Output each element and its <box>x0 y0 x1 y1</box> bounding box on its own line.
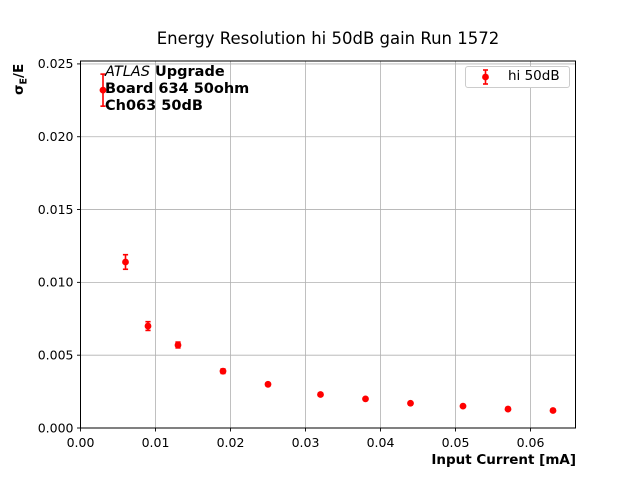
y-axis-label-rest: /E <box>11 63 27 78</box>
data-point <box>219 367 227 375</box>
errorbar-marker-icon <box>482 69 489 85</box>
x-tick-label: 0.02 <box>217 435 245 450</box>
annotation-line-3: Ch063 50dB <box>105 97 203 114</box>
legend-label: hi 50dB <box>508 68 560 85</box>
x-tick-label: 0.03 <box>292 435 320 450</box>
annotation-upgrade-word: Upgrade <box>149 64 225 80</box>
x-tick-label: 0.06 <box>517 435 545 450</box>
x-axis-label: Input Current [mA] <box>431 452 576 468</box>
x-tick-label: 0.04 <box>367 435 395 450</box>
grid <box>80 61 576 429</box>
atlas-annotation: ATLAS Upgrade Board 634 50ohm Ch063 50dB <box>105 64 249 114</box>
data-point <box>174 341 182 349</box>
annotation-line-2: Board 634 50ohm <box>105 80 250 97</box>
y-tick-label: 0.005 <box>38 347 74 362</box>
chart-title: Energy Resolution hi 50dB gain Run 1572 <box>156 29 500 48</box>
data-point <box>317 391 324 398</box>
x-tick-label: 0.00 <box>67 435 95 450</box>
x-tick-label: 0.05 <box>442 435 470 450</box>
annotation-atlas-word: ATLAS <box>105 64 150 80</box>
annotation-line-1: ATLAS Upgrade <box>105 64 249 81</box>
y-tick-label: 0.000 <box>38 420 74 435</box>
y-axis-label-subscript: E <box>18 77 30 85</box>
data-point <box>407 399 414 407</box>
axes-frame <box>80 60 576 429</box>
data-point <box>549 407 557 414</box>
y-tick-label: 0.025 <box>38 56 74 71</box>
data-series <box>99 73 557 414</box>
y-axis-label-sigma: σ <box>11 84 27 95</box>
legend: hi 50dB <box>465 66 570 88</box>
x-tick-label: 0.01 <box>142 435 170 450</box>
data-point <box>459 402 467 410</box>
legend-point <box>482 73 489 81</box>
data-point <box>144 322 152 330</box>
y-axis-label: σE/E <box>11 63 32 95</box>
data-point <box>362 395 369 403</box>
data-point <box>122 258 129 266</box>
y-tick-label: 0.010 <box>38 275 74 290</box>
data-point <box>99 86 107 94</box>
y-tick-label: 0.015 <box>38 202 74 217</box>
axis-ticks: 0.00 0.01 0.02 0.03 0.04 0.05 0.06 0.000 0.005 0.… <box>38 56 545 450</box>
data-point <box>264 380 272 388</box>
data-point <box>504 405 512 413</box>
y-tick-label: 0.020 <box>38 129 74 144</box>
